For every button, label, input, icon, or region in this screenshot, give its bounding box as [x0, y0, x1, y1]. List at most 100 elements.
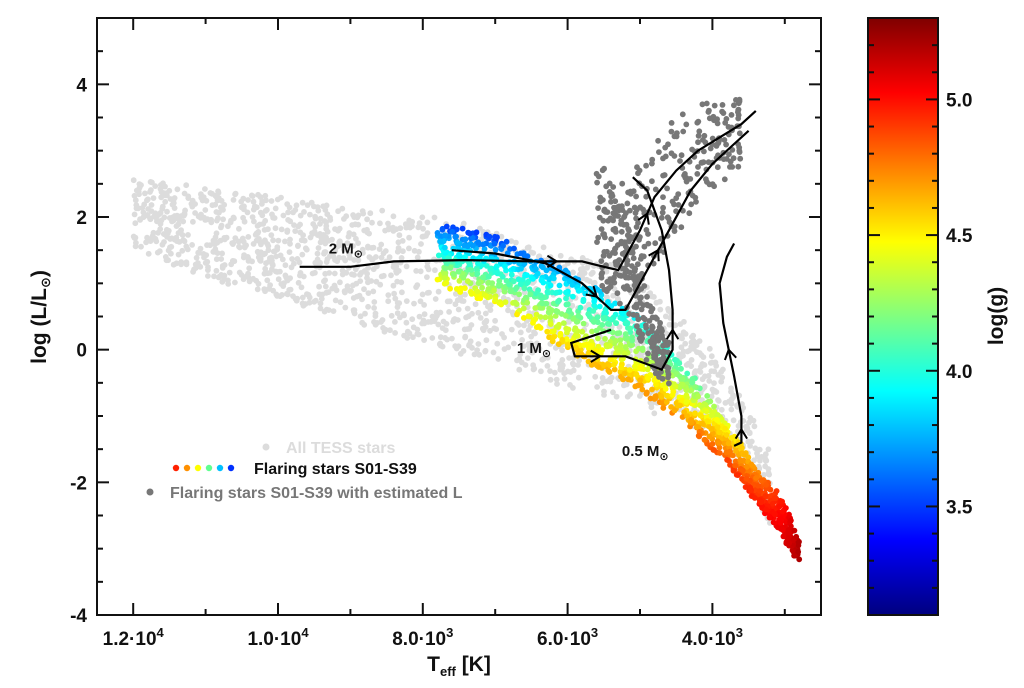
data-point	[570, 316, 577, 322]
data-point	[221, 235, 228, 241]
data-point	[707, 398, 714, 405]
data-point	[726, 151, 732, 158]
data-point	[524, 279, 531, 286]
data-point	[269, 266, 275, 273]
x-axis-label-subscript: eff	[440, 664, 457, 679]
data-point	[678, 152, 685, 159]
data-point	[340, 255, 347, 261]
data-point	[658, 369, 664, 375]
data-point	[331, 270, 338, 277]
data-point	[601, 286, 608, 293]
data-point	[607, 215, 614, 222]
data-point	[685, 360, 692, 367]
data-point	[692, 194, 699, 201]
x-tick-times: ·10	[563, 629, 590, 650]
y-axis-label: log (L/L⊙)	[28, 270, 53, 364]
data-point	[708, 412, 715, 419]
data-point	[516, 366, 523, 373]
data-point	[483, 293, 489, 299]
data-point	[637, 234, 643, 240]
data-point	[628, 342, 634, 349]
data-point	[714, 416, 720, 423]
data-point	[457, 253, 463, 259]
data-point	[370, 266, 377, 273]
data-point	[275, 276, 282, 283]
data-point	[362, 310, 368, 317]
data-point	[735, 163, 742, 170]
data-point	[262, 265, 269, 272]
data-point	[585, 311, 592, 317]
data-point	[553, 324, 560, 330]
data-point	[660, 405, 667, 411]
data-point	[470, 242, 476, 249]
data-point	[262, 237, 268, 244]
data-point	[357, 278, 364, 284]
data-point	[179, 232, 186, 238]
data-point	[132, 243, 139, 250]
data-point	[425, 319, 432, 325]
x-tick-exponent: 3	[591, 625, 598, 640]
data-point	[262, 192, 269, 199]
data-point	[269, 211, 275, 218]
legend-label: Flaring stars S01-S39	[254, 461, 417, 478]
data-point	[160, 180, 166, 187]
data-point	[403, 298, 410, 304]
data-point	[240, 195, 247, 202]
data-point	[642, 316, 648, 323]
data-point	[612, 207, 619, 214]
data-point	[660, 194, 666, 201]
data-point	[475, 309, 482, 316]
data-point	[666, 219, 673, 226]
data-point	[404, 328, 411, 335]
data-point	[449, 335, 455, 342]
data-point	[284, 290, 290, 297]
data-point	[621, 370, 628, 377]
data-point	[529, 349, 536, 356]
data-point	[695, 393, 701, 400]
data-point	[464, 305, 471, 312]
data-point	[295, 279, 302, 286]
data-point	[486, 233, 493, 240]
data-point	[148, 187, 154, 193]
data-point	[659, 209, 666, 216]
data-point	[554, 381, 560, 387]
data-point	[694, 171, 701, 177]
data-point	[506, 281, 512, 288]
data-point	[632, 363, 638, 370]
data-point	[437, 342, 444, 349]
data-point	[337, 299, 344, 306]
data-point	[598, 226, 605, 233]
data-point	[498, 301, 505, 308]
data-point	[540, 244, 547, 251]
data-point	[699, 420, 706, 427]
data-point	[666, 380, 672, 387]
data-point	[664, 214, 671, 221]
data-point	[562, 312, 569, 319]
data-point	[704, 393, 711, 399]
data-point	[406, 245, 412, 252]
data-point	[502, 263, 508, 270]
data-point	[393, 263, 400, 270]
data-point	[184, 246, 191, 253]
data-point	[633, 215, 639, 222]
data-point	[705, 109, 712, 115]
data-point	[550, 275, 557, 282]
data-point	[322, 270, 329, 277]
data-point	[218, 222, 225, 229]
data-point	[554, 309, 561, 315]
data-point	[630, 255, 637, 262]
data-point	[378, 273, 385, 280]
data-point	[540, 279, 547, 286]
legend-swatch-dot	[194, 464, 202, 472]
data-point	[605, 299, 611, 305]
data-point	[649, 335, 656, 342]
data-point	[513, 239, 519, 246]
data-point	[601, 310, 608, 317]
data-point	[319, 291, 326, 298]
data-point	[773, 488, 780, 494]
data-point	[591, 298, 598, 305]
data-point	[719, 102, 726, 108]
data-point	[752, 445, 759, 452]
data-point	[547, 321, 554, 327]
data-point	[472, 301, 479, 308]
